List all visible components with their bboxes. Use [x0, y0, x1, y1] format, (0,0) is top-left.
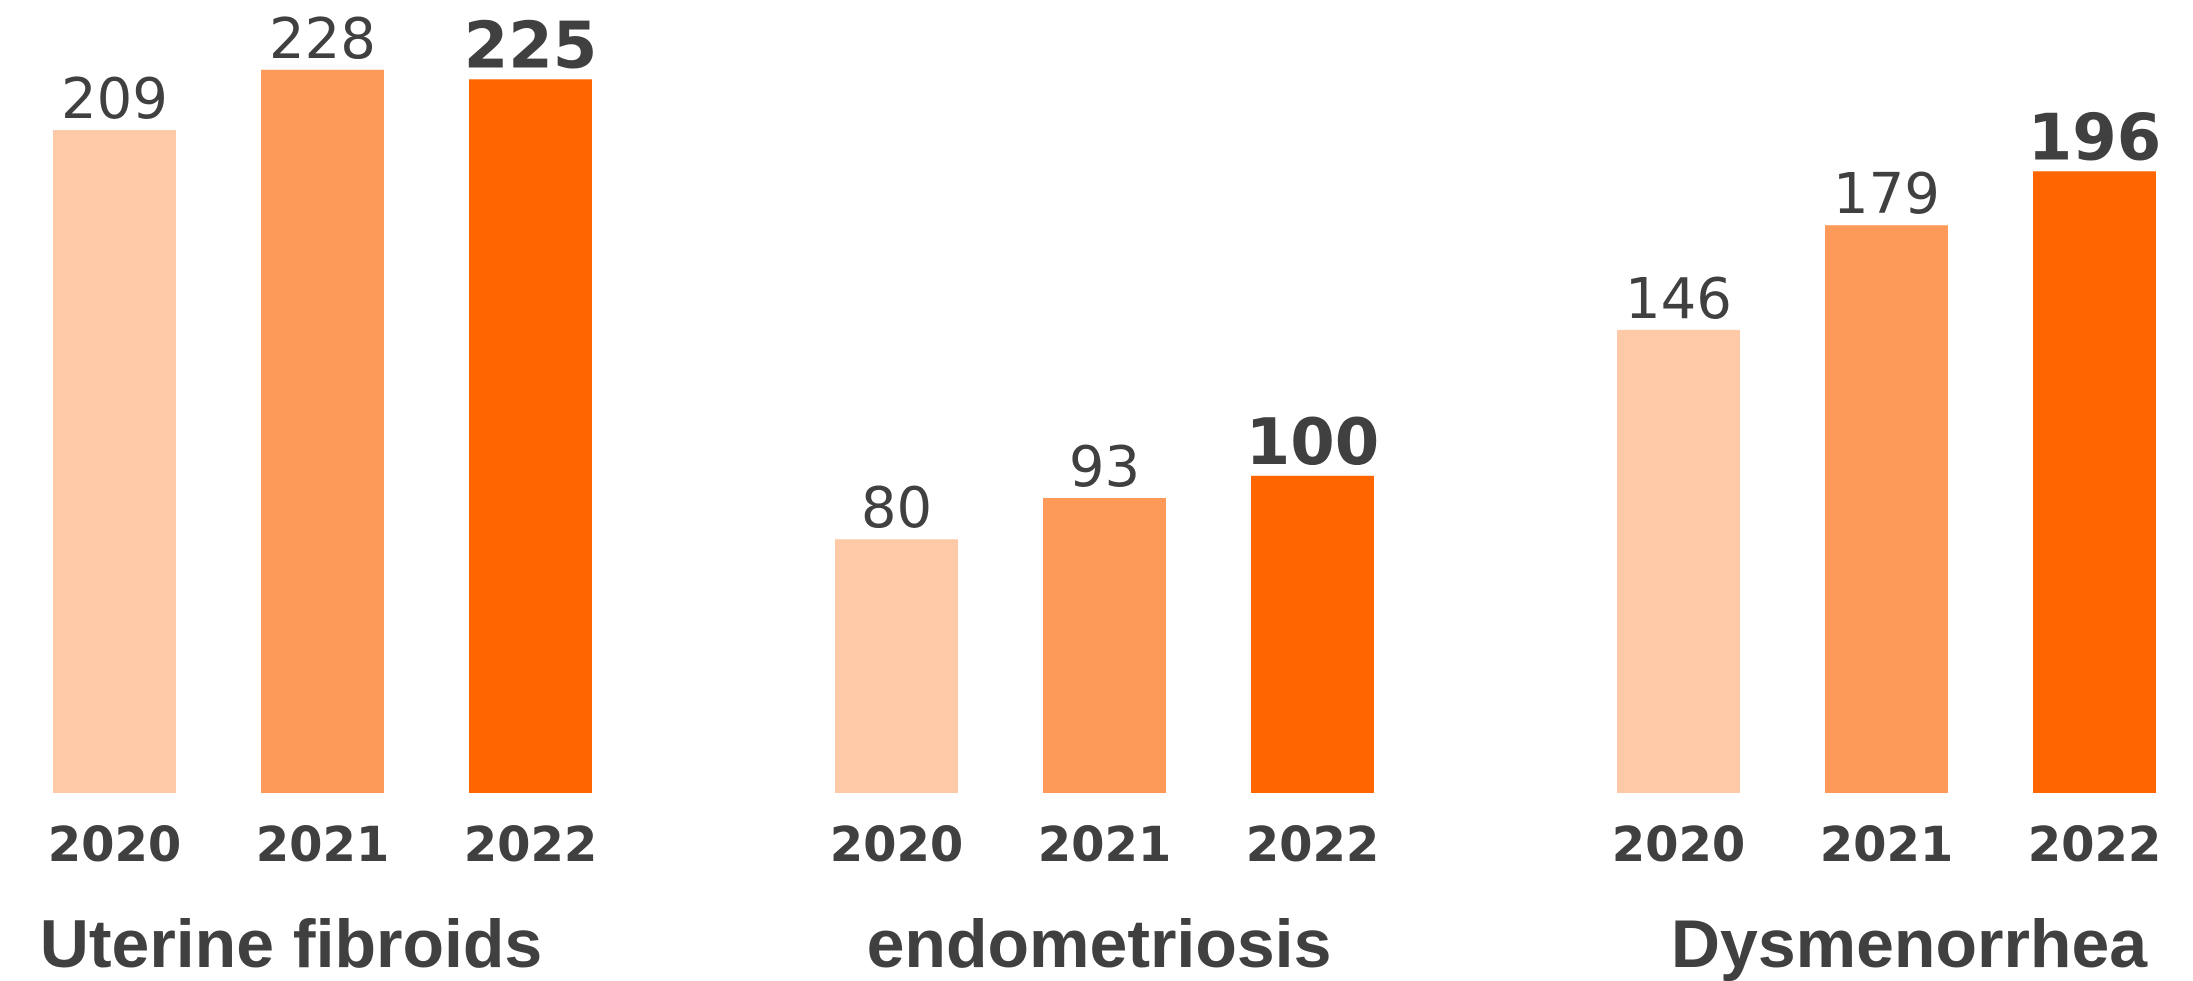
bar [1825, 225, 1948, 793]
value-label: 228 [269, 7, 376, 72]
bar [469, 79, 592, 794]
bar [53, 130, 176, 793]
value-label: 93 [1069, 435, 1140, 500]
panel-title: Uterine fibroids [40, 906, 543, 981]
bar [261, 69, 384, 793]
x-tick-label: 2021 [1038, 817, 1172, 873]
x-tick-label: 2020 [48, 817, 182, 873]
bar [1617, 329, 1740, 793]
value-label: 209 [61, 67, 168, 132]
bar [2033, 171, 2156, 794]
bar [1043, 498, 1166, 793]
x-tick-label: 2021 [256, 817, 390, 873]
x-tick-label: 2022 [1246, 817, 1380, 873]
x-tick-label: 2022 [2028, 817, 2162, 873]
bar [1251, 475, 1374, 793]
value-label: 146 [1625, 267, 1732, 332]
value-label: 80 [861, 476, 932, 541]
x-tick-label: 2020 [830, 817, 964, 873]
value-label: 196 [2028, 101, 2162, 175]
x-tick-label: 2020 [1612, 817, 1746, 873]
x-tick-label: 2021 [1820, 817, 1954, 873]
value-label: 225 [464, 9, 598, 83]
panel-title: endometriosis [867, 906, 1332, 981]
value-label: 100 [1246, 406, 1380, 480]
value-label: 179 [1833, 162, 1940, 227]
x-tick-label: 2022 [464, 817, 598, 873]
bar [835, 539, 958, 793]
panel-title: Dysmenorrhea [1671, 906, 2148, 981]
